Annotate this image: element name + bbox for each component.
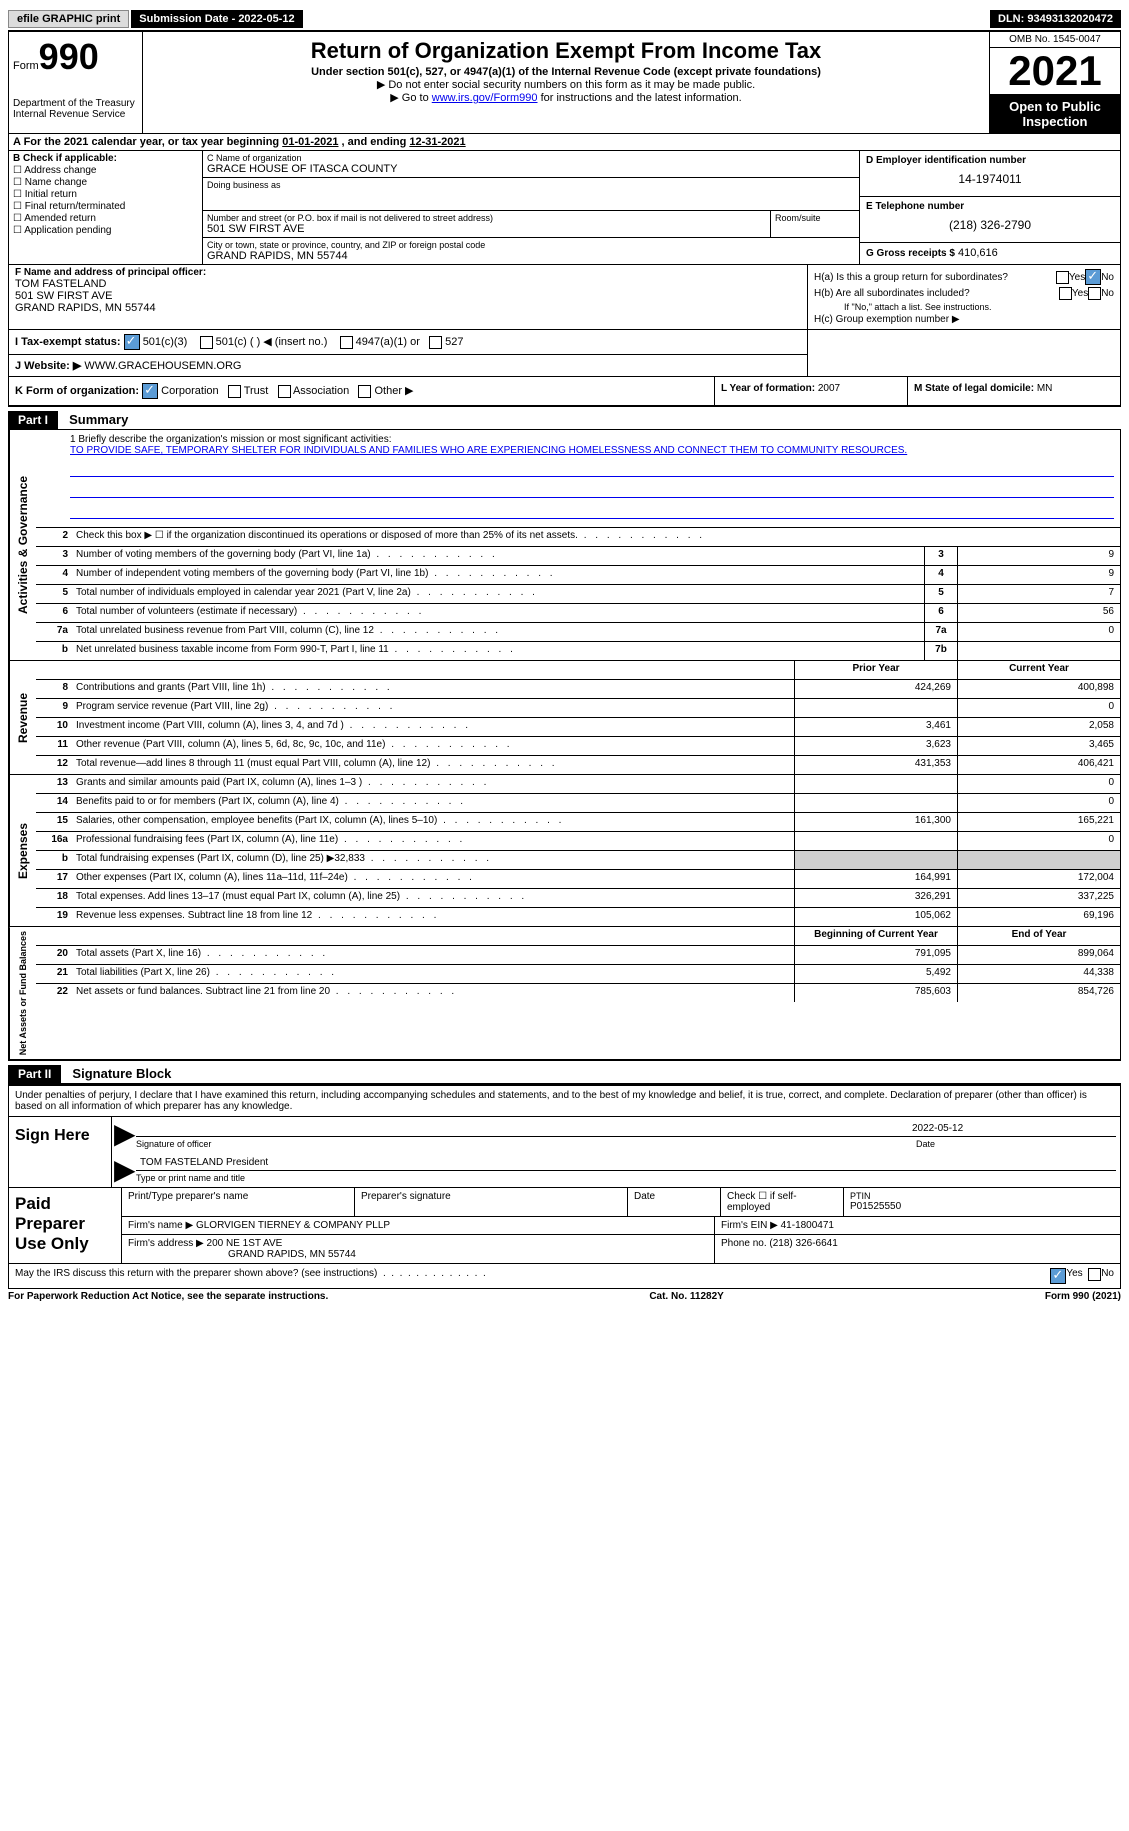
ssn-note: ▶ Do not enter social security numbers o… [147,78,985,91]
paid-preparer-section: Paid Preparer Use Only Print/Type prepar… [9,1187,1120,1263]
table-row: 8Contributions and grants (Part VIII, li… [36,680,1120,699]
header-right: OMB No. 1545-0047 2021 Open to Public In… [989,32,1120,133]
tax-exempt-status: I Tax-exempt status: 501(c)(3) 501(c) ( … [9,330,807,355]
expenses-section: Expenses 13Grants and similar amounts pa… [8,775,1121,927]
omb-number: OMB No. 1545-0047 [990,32,1120,48]
tax-year-row: A For the 2021 calendar year, or tax yea… [8,134,1121,151]
table-row: 9Program service revenue (Part VIII, lin… [36,699,1120,718]
corp-check[interactable] [142,383,158,399]
table-row: 11Other revenue (Part VIII, column (A), … [36,737,1120,756]
amended-return-check[interactable]: ☐ Amended return [13,213,198,224]
initial-return-check[interactable]: ☐ Initial return [13,189,198,200]
table-row: 3Number of voting members of the governi… [36,547,1120,566]
dln-number: DLN: 93493132020472 [990,10,1121,28]
header-left: Form990 Department of the Treasury Inter… [9,32,143,133]
org-info: C Name of organization GRACE HOUSE OF IT… [203,151,859,264]
table-row: 2Check this box ▶ ☐ if the organization … [36,528,1120,547]
501c3-check[interactable] [124,334,140,350]
final-return-check[interactable]: ☐ Final return/terminated [13,201,198,212]
efile-print-button[interactable]: efile GRAPHIC print [8,10,129,28]
ein-value: 14-1974011 [866,166,1114,192]
table-row: 18Total expenses. Add lines 13–17 (must … [36,889,1120,908]
table-row: 22Net assets or fund balances. Subtract … [36,984,1120,1002]
revenue-section: Revenue Prior Year Current Year 8Contrib… [8,661,1121,775]
officer-name-title: TOM FASTELAND President [140,1157,268,1168]
header-center: Return of Organization Exempt From Incom… [143,32,989,133]
activities-governance-section: Activities & Governance 1 Briefly descri… [8,430,1121,661]
section-bcd: B Check if applicable: ☐ Address change … [8,151,1121,265]
section-ij: I Tax-exempt status: 501(c)(3) 501(c) ( … [8,330,1121,377]
table-row: 16aProfessional fundraising fees (Part I… [36,832,1120,851]
dept-treasury: Department of the Treasury Internal Reve… [13,98,138,120]
footer-discuss-row: May the IRS discuss this return with the… [8,1264,1121,1289]
check-applicable: B Check if applicable: ☐ Address change … [9,151,203,264]
mission-block: 1 Briefly describe the organization's mi… [36,430,1120,528]
table-row: 15Salaries, other compensation, employee… [36,813,1120,832]
table-row: 7aTotal unrelated business revenue from … [36,623,1120,642]
mission-text: TO PROVIDE SAFE, TEMPORARY SHELTER FOR I… [70,445,1114,456]
irs-link-note: ▶ Go to www.irs.gov/Form990 for instruct… [147,91,985,104]
table-row: 12Total revenue—add lines 8 through 11 (… [36,756,1120,774]
irs-link[interactable]: www.irs.gov/Form990 [432,92,538,104]
sig-date: 2022-05-12 [912,1123,1112,1134]
table-row: 5Total number of individuals employed in… [36,585,1120,604]
form-header: Form990 Department of the Treasury Inter… [8,30,1121,134]
discuss-yes-check[interactable] [1050,1268,1066,1284]
hb-no-check[interactable] [1088,287,1101,300]
part1-header: Part I Summary [8,411,1121,430]
form-label: Form [13,60,39,72]
table-row: bNet unrelated business taxable income f… [36,642,1120,660]
hb-yes-check[interactable] [1059,287,1072,300]
net-assets-section: Net Assets or Fund Balances Beginning of… [8,927,1121,1061]
telephone: (218) 326-2790 [866,212,1114,238]
year-formation: 2007 [818,383,840,394]
org-name: GRACE HOUSE OF ITASCA COUNTY [207,163,855,175]
firm-ein: 41-1800471 [781,1220,834,1231]
discuss-no-check[interactable] [1088,1268,1101,1281]
street-address: 501 SW FIRST AVE [207,223,766,235]
group-return-box: H(a) Is this a group return for subordin… [807,265,1120,329]
section-klm: K Form of organization: Corporation Trus… [8,377,1121,407]
table-row: 4Number of independent voting members of… [36,566,1120,585]
section-fh: F Name and address of principal officer:… [8,265,1121,330]
principal-officer: F Name and address of principal officer:… [9,265,807,329]
ha-yes-check[interactable] [1056,271,1069,284]
city-state-zip: GRAND RAPIDS, MN 55744 [207,250,855,262]
part2-header: Part II Signature Block [8,1065,1121,1084]
bottom-footer: For Paperwork Reduction Act Notice, see … [8,1289,1121,1304]
form-number: 990 [39,36,99,77]
table-row: 13Grants and similar amounts paid (Part … [36,775,1120,794]
firm-name: GLORVIGEN TIERNEY & COMPANY PLLP [196,1220,390,1231]
app-pending-check[interactable]: ☐ Application pending [13,225,198,236]
form-of-org: K Form of organization: Corporation Trus… [9,377,714,405]
state-domicile: MN [1037,383,1053,394]
ptin: P01525550 [850,1201,1114,1212]
tax-year: 2021 [990,48,1120,95]
firm-phone: (218) 326-6641 [769,1238,837,1249]
top-bar: efile GRAPHIC print Submission Date - 20… [8,8,1121,30]
open-public-badge: Open to Public Inspection [990,95,1120,133]
form-subtitle: Under section 501(c), 527, or 4947(a)(1)… [147,66,985,78]
website-url: WWW.GRACEHOUSEMN.ORG [84,360,241,372]
signature-block: Under penalties of perjury, I declare th… [8,1084,1121,1264]
table-row: 21Total liabilities (Part X, line 26)5,4… [36,965,1120,984]
form-title: Return of Organization Exempt From Incom… [147,38,985,64]
table-row: 20Total assets (Part X, line 16)791,0958… [36,946,1120,965]
cat-number: Cat. No. 11282Y [328,1291,1045,1302]
submission-date: Submission Date - 2022-05-12 [131,10,302,28]
perjury-declaration: Under penalties of perjury, I declare th… [9,1086,1120,1117]
form-ref: Form 990 (2021) [1045,1291,1121,1302]
table-row: 10Investment income (Part VIII, column (… [36,718,1120,737]
table-row: 14Benefits paid to or for members (Part … [36,794,1120,813]
table-row: bTotal fundraising expenses (Part IX, co… [36,851,1120,870]
ha-no-check[interactable] [1085,269,1101,285]
gross-receipts: 410,616 [958,247,998,259]
addr-change-check[interactable]: ☐ Address change [13,165,198,176]
ein-tel-col: D Employer identification number 14-1974… [859,151,1120,264]
table-row: 17Other expenses (Part IX, column (A), l… [36,870,1120,889]
table-row: 6Total number of volunteers (estimate if… [36,604,1120,623]
website-row: J Website: ▶ WWW.GRACEHOUSEMN.ORG [9,355,807,376]
name-change-check[interactable]: ☐ Name change [13,177,198,188]
table-row: 19Revenue less expenses. Subtract line 1… [36,908,1120,926]
